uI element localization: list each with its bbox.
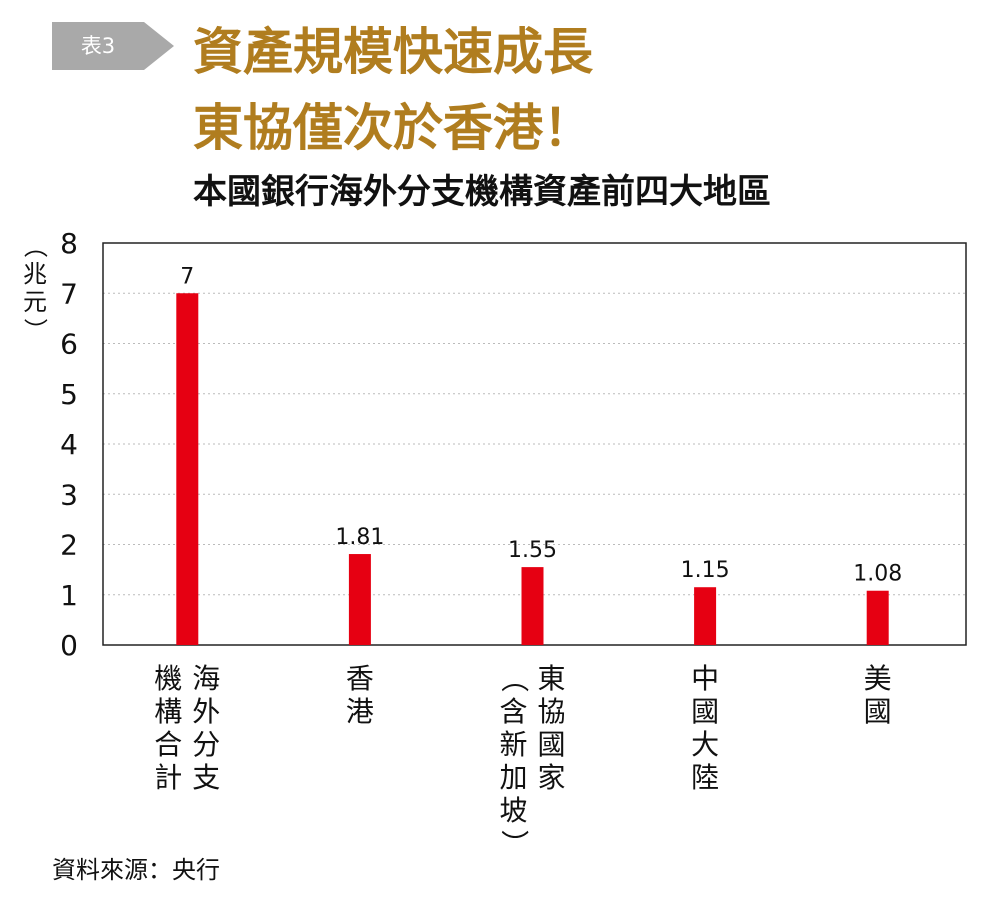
bar xyxy=(348,554,371,645)
bar xyxy=(176,293,199,645)
x-category-label: 香港 xyxy=(345,662,375,728)
x-category-label: 海外分支機構合計 xyxy=(153,662,221,794)
x-category-label: 美國 xyxy=(863,662,893,728)
x-category-label: 東協國家（含新加坡） xyxy=(497,662,567,860)
title-line-1: 資產規模快速成長 xyxy=(193,22,593,81)
data-label: 1.55 xyxy=(508,538,557,563)
category-label-column: 東協國家 xyxy=(537,662,566,794)
bar xyxy=(694,587,717,645)
y-tick-label: 4 xyxy=(60,428,78,461)
y-tick-label: 1 xyxy=(60,579,78,612)
y-tick-label: 8 xyxy=(60,227,78,260)
data-label: 7 xyxy=(180,264,194,289)
category-label-column: 海外分支 xyxy=(192,662,221,794)
title-badge xyxy=(52,22,174,70)
badge-label: 表3 xyxy=(80,34,116,58)
category-label-column: 美國 xyxy=(863,662,892,728)
y-tick-label: 0 xyxy=(60,629,78,662)
source-note: 資料來源：央行 xyxy=(52,856,220,884)
y-tick-label: 7 xyxy=(60,277,78,310)
category-label-column: 機構合計 xyxy=(154,662,183,794)
badge-shape xyxy=(52,22,174,70)
chart-subtitle: 本國銀行海外分支機構資產前四大地區 xyxy=(193,172,771,212)
category-label-column: 香港 xyxy=(345,662,374,728)
title-line-2: 東協僅次於香港！ xyxy=(193,98,593,157)
y-axis-unit-label: （兆元） xyxy=(21,234,49,342)
y-tick-label: 5 xyxy=(60,378,78,411)
bar xyxy=(866,590,889,645)
y-tick-label: 6 xyxy=(60,328,78,361)
data-label: 1.08 xyxy=(853,562,902,587)
data-label: 1.81 xyxy=(335,525,384,550)
y-tick-label: 2 xyxy=(60,529,78,562)
y-tick-label: 3 xyxy=(60,478,78,511)
category-label-column: 中國大陸 xyxy=(691,662,720,794)
x-category-label: 中國大陸 xyxy=(690,662,720,794)
category-label-column: （含新加坡） xyxy=(497,664,530,858)
bar xyxy=(521,567,544,645)
data-label: 1.15 xyxy=(681,558,730,583)
